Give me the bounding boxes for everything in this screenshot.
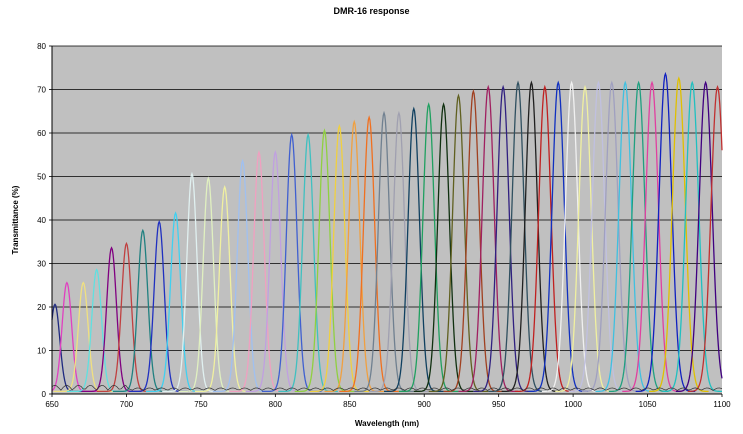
y-tick-labels: 0 10 20 30 40 50 60 70 80 xyxy=(37,42,52,399)
y-tick-label-10: 10 xyxy=(37,347,46,356)
x-tick-label-1050: 1050 xyxy=(639,400,657,409)
x-tick-labels: 650 700 750 800 850 900 950 1000 1050 1100 xyxy=(45,394,731,409)
y-tick-label-40: 40 xyxy=(37,216,46,225)
series-line-46 xyxy=(687,85,723,393)
series-line-45 xyxy=(675,80,723,393)
chart-title: DMR-16 response xyxy=(333,6,410,16)
x-tick-label-950: 950 xyxy=(492,400,506,409)
x-tick-label-850: 850 xyxy=(343,400,357,409)
y-tick-label-70: 70 xyxy=(37,86,46,95)
baseline-noise xyxy=(51,384,723,391)
y-tick-label-30: 30 xyxy=(37,260,46,269)
series-line-29 xyxy=(458,84,519,393)
y-tick-label-50: 50 xyxy=(37,173,46,182)
x-axis-label: Wavelength (nm) xyxy=(355,419,419,428)
y-tick-label-0: 0 xyxy=(42,390,47,399)
y-tick-label-20: 20 xyxy=(37,303,46,312)
x-tick-label-700: 700 xyxy=(120,400,134,409)
series-line-10 xyxy=(162,171,222,393)
x-tick-label-1000: 1000 xyxy=(564,400,582,409)
x-tick-label-800: 800 xyxy=(269,400,283,409)
x-tick-label-1100: 1100 xyxy=(713,400,731,409)
x-tick-label-650: 650 xyxy=(45,400,59,409)
x-tick-label-900: 900 xyxy=(418,400,432,409)
series-line-28 xyxy=(443,89,504,393)
y-tick-label-80: 80 xyxy=(37,42,46,51)
y-axis-label: Transmittance (%) xyxy=(11,185,20,254)
series-line-44 xyxy=(662,80,722,393)
series-line-12 xyxy=(194,185,255,393)
y-tick-label-60: 60 xyxy=(37,129,46,138)
series-line-11 xyxy=(178,176,239,393)
series-line-25 xyxy=(398,102,459,393)
series-group xyxy=(51,71,723,393)
series-line-24 xyxy=(384,106,444,393)
x-tick-label-750: 750 xyxy=(194,400,208,409)
series-line-26 xyxy=(413,102,474,393)
series-line-27 xyxy=(428,93,489,393)
